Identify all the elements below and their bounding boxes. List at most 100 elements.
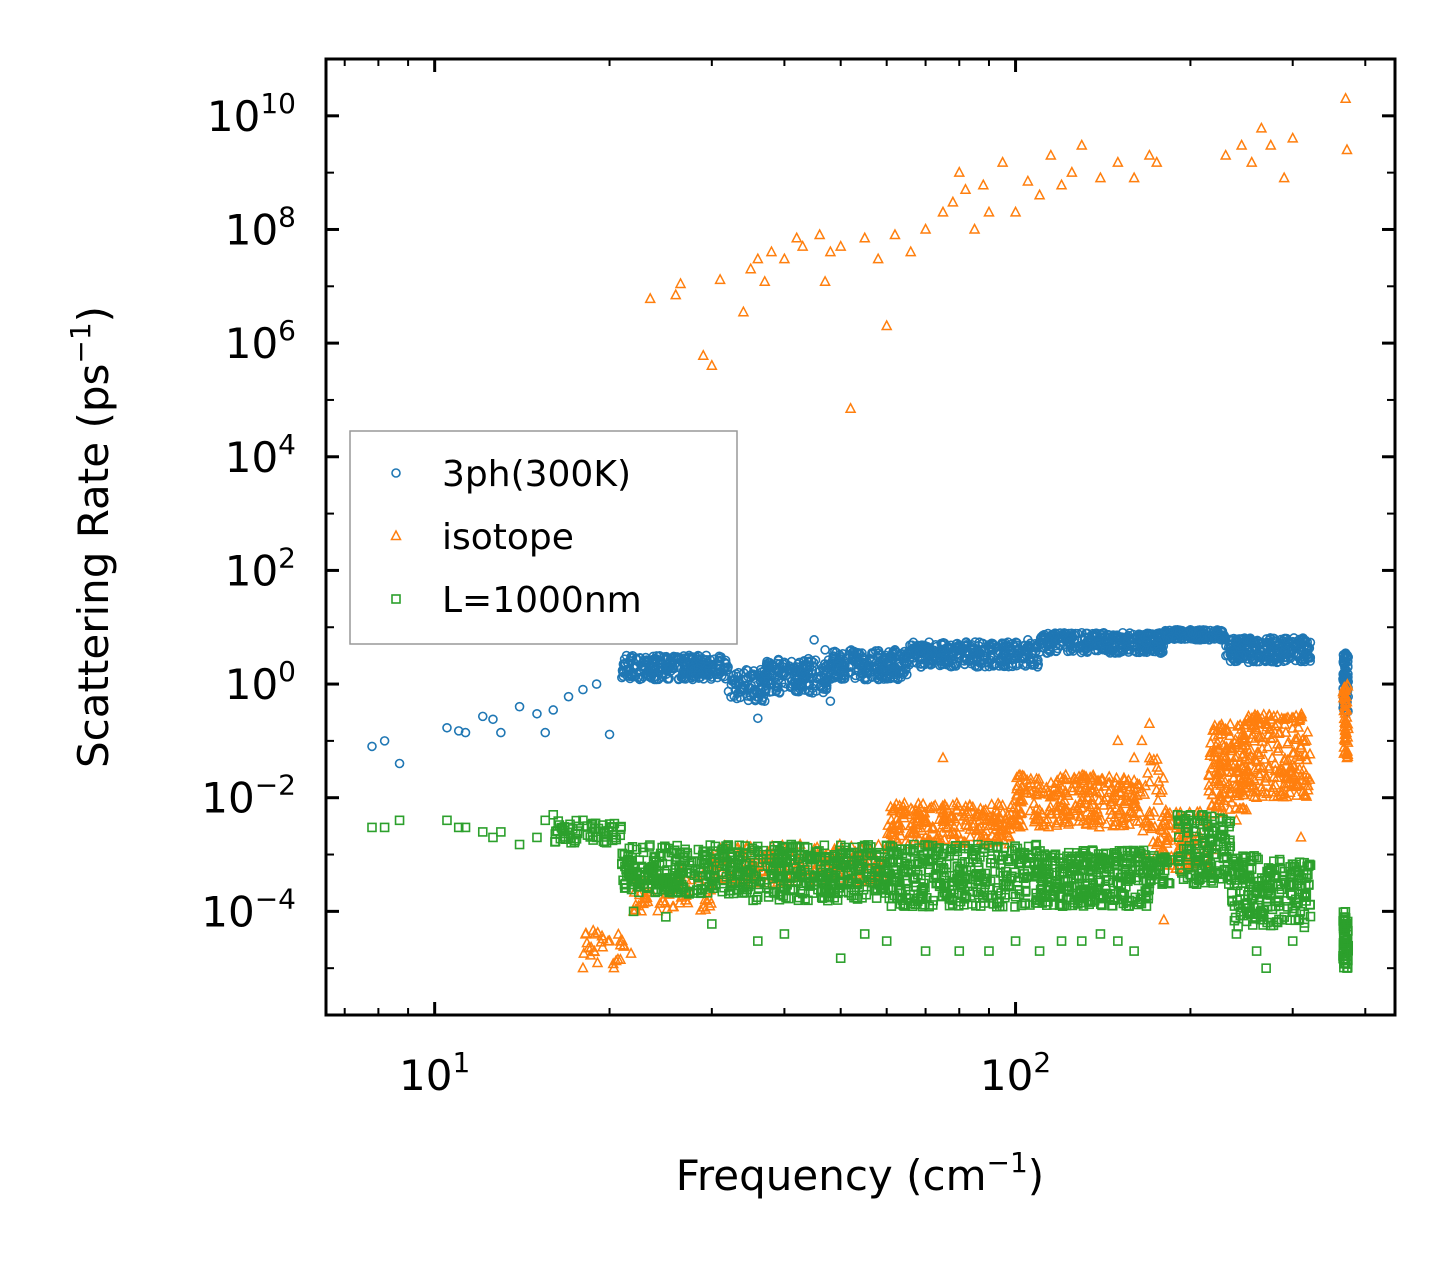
data-point <box>1242 634 1252 645</box>
data-point <box>1173 815 1184 826</box>
data-point <box>680 674 691 684</box>
data-point <box>1282 711 1294 723</box>
data-point <box>1279 645 1290 655</box>
data-point <box>1088 883 1098 894</box>
data-point <box>776 678 787 688</box>
data-point <box>947 195 959 207</box>
data-point <box>1338 712 1350 724</box>
data-point <box>585 832 596 842</box>
data-point <box>1261 720 1273 732</box>
data-point <box>963 857 974 868</box>
data-point <box>809 635 819 645</box>
data-point <box>652 904 664 916</box>
data-point <box>938 833 951 845</box>
data-point <box>1000 661 1011 671</box>
data-point <box>1016 806 1028 818</box>
data-point <box>1069 630 1080 640</box>
data-point <box>627 866 637 877</box>
data-point <box>705 871 715 882</box>
data-point <box>1197 863 1207 874</box>
data-point <box>1150 783 1163 795</box>
data-point <box>563 691 574 702</box>
data-point <box>720 860 730 870</box>
data-point <box>1183 827 1194 838</box>
data-point <box>1262 641 1273 651</box>
data-point <box>1238 788 1251 800</box>
data-point <box>827 874 837 884</box>
data-point <box>803 686 814 696</box>
data-point <box>700 894 713 906</box>
data-point <box>819 275 831 287</box>
data-point <box>1226 758 1238 770</box>
data-point <box>1152 793 1164 805</box>
data-point <box>1212 774 1225 786</box>
data-point <box>930 639 941 650</box>
data-point <box>577 961 589 973</box>
data-point <box>829 892 840 903</box>
data-point <box>1056 899 1066 910</box>
data-point <box>1049 788 1061 800</box>
data-point <box>1236 738 1249 750</box>
data-point <box>1158 875 1169 886</box>
series-2 <box>367 810 1354 973</box>
data-point <box>880 319 893 331</box>
data-point <box>947 798 959 810</box>
data-point <box>899 901 909 911</box>
data-point <box>1297 785 1309 797</box>
data-point <box>648 863 659 873</box>
data-point <box>870 867 880 877</box>
data-point <box>648 874 659 885</box>
data-point <box>901 878 911 889</box>
data-point <box>1074 854 1084 864</box>
data-point <box>758 275 771 287</box>
data-point <box>548 810 559 820</box>
data-point <box>1196 868 1207 879</box>
data-point <box>980 868 991 879</box>
data-point <box>991 830 1003 842</box>
data-point <box>1129 946 1139 956</box>
data-point <box>620 861 630 872</box>
data-point <box>881 827 894 839</box>
data-point <box>895 829 907 841</box>
data-point <box>1112 156 1124 167</box>
data-point <box>747 861 757 871</box>
data-point <box>650 852 661 863</box>
data-point <box>1261 787 1273 799</box>
data-point <box>641 891 653 902</box>
data-point <box>707 919 717 929</box>
data-point <box>1014 782 1027 794</box>
data-point <box>1134 814 1146 826</box>
data-point <box>1295 773 1308 784</box>
data-point <box>646 673 656 683</box>
data-point <box>557 826 568 836</box>
data-point <box>1339 723 1352 735</box>
data-point <box>1138 867 1148 878</box>
data-point <box>717 869 728 880</box>
data-point <box>755 876 766 887</box>
data-point <box>1291 748 1304 760</box>
data-point <box>1123 783 1135 795</box>
data-point <box>1002 829 1014 841</box>
data-point <box>790 231 803 243</box>
data-point <box>1122 845 1133 856</box>
data-point <box>975 870 985 881</box>
data-point <box>659 654 670 665</box>
data-point <box>1267 770 1280 782</box>
data-point <box>1277 790 1290 802</box>
data-point <box>1100 881 1111 892</box>
data-point <box>792 842 803 852</box>
data-point <box>1295 656 1306 666</box>
data-point <box>1150 838 1163 849</box>
data-point <box>1059 812 1072 824</box>
data-point <box>824 868 834 879</box>
data-point <box>884 825 897 837</box>
data-point <box>644 292 656 304</box>
data-point <box>1240 803 1253 815</box>
data-point <box>956 646 967 656</box>
data-point <box>624 671 635 682</box>
data-point <box>776 864 787 875</box>
data-point <box>677 863 687 874</box>
data-point <box>514 839 525 850</box>
data-point <box>571 815 582 826</box>
data-point <box>1215 718 1228 729</box>
